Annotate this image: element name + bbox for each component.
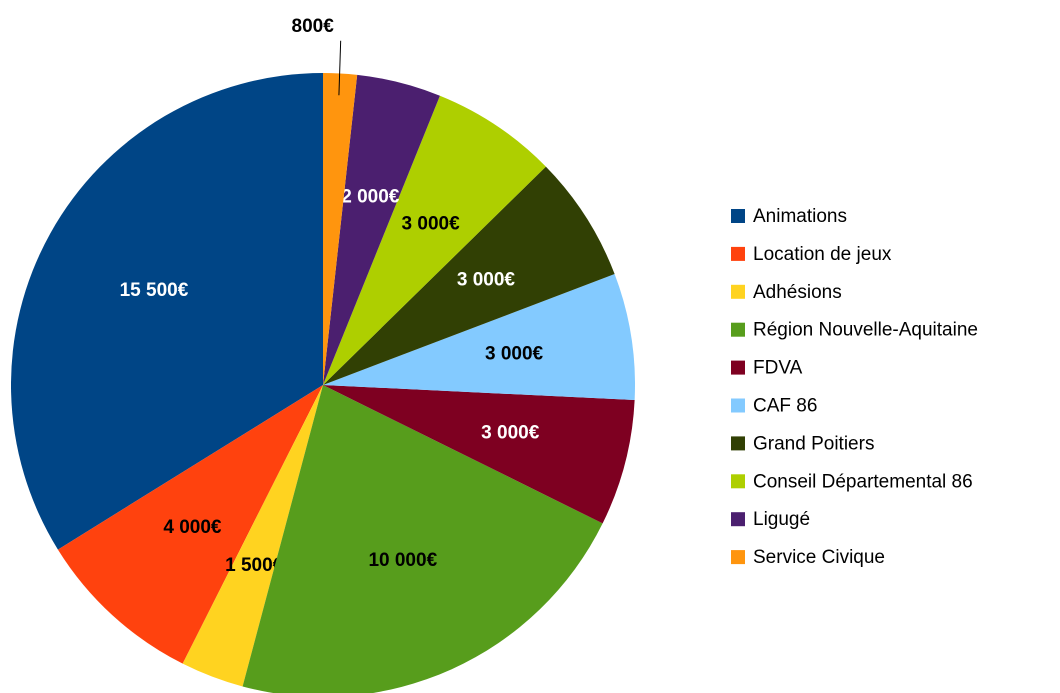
legend-swatch [731,398,745,413]
legend-label: Région Nouvelle-Aquitaine [753,320,978,341]
legend-label: Location de jeux [753,244,892,265]
value-label: 4 000€ [163,517,222,538]
legend-swatch [731,474,745,489]
value-label: 3 000€ [457,270,516,291]
leader-line [338,40,342,96]
pie-slice [242,385,603,693]
legend-swatch [731,436,745,451]
legend-swatch [731,246,745,261]
legend-label: Service Civique [753,547,885,568]
legend-label: FDVA [753,358,803,379]
value-label: 3 000€ [481,423,540,444]
legend-swatch [731,284,745,299]
pie-slice [323,385,635,524]
value-label: 10 000€ [368,550,437,571]
legend-swatch [731,512,745,527]
legend-label: Conseil Départemental 86 [753,471,973,492]
value-label: 3 000€ [485,344,544,365]
legend-swatch [731,550,745,565]
legend-swatch [731,322,745,337]
pie-slice [323,73,358,385]
pie-slice [57,385,323,664]
value-label: 1 500€ [225,555,284,576]
legend-label: CAF 86 [753,396,817,417]
legend-swatch [731,360,745,375]
pie-slice [323,166,615,385]
legend-label: Adhésions [753,282,842,303]
pie-slice [323,95,546,386]
pie-slice [323,74,440,386]
pie-slice [323,274,635,400]
value-label: 2 000€ [341,186,400,207]
value-label: 800€ [292,16,335,37]
legend-label: Grand Poitiers [753,433,874,454]
legend-label: Ligugé [753,509,810,530]
value-label: 15 500€ [120,280,189,301]
legend-label: Animations [753,206,847,227]
pie-slice [11,73,324,550]
value-label: 3 000€ [402,213,461,234]
legend-swatch [731,209,745,223]
pie-slice [182,385,323,687]
